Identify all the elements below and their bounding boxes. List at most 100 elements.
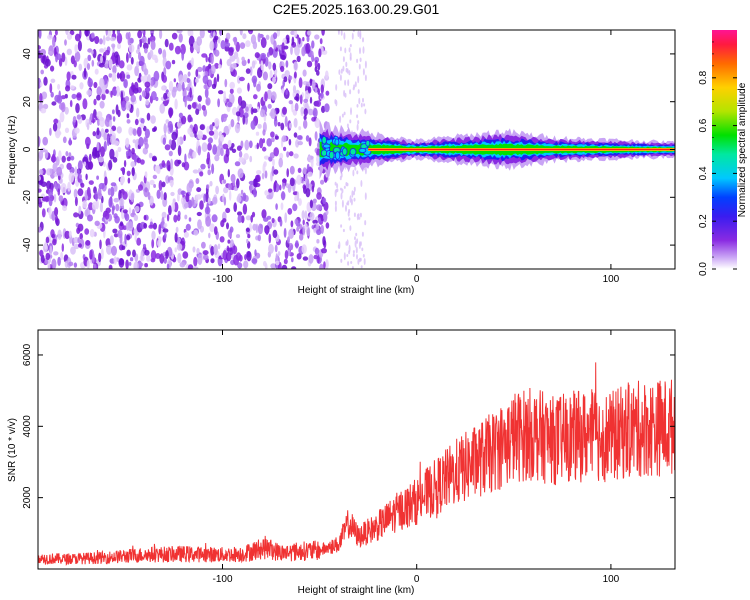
noise-speckle [358, 63, 361, 70]
noise-speckle [130, 94, 136, 103]
noise-speckle [107, 30, 112, 37]
noise-speckle [209, 124, 214, 131]
noise-speckle [254, 52, 260, 59]
noise-speckle [350, 261, 353, 264]
noise-speckle [346, 123, 349, 129]
noise-speckle [163, 92, 168, 100]
noise-speckle [284, 212, 288, 223]
noise-speckle [166, 160, 171, 171]
noise-speckle [126, 74, 131, 79]
noise-speckle [203, 84, 208, 90]
noise-speckle [232, 180, 236, 187]
noise-speckle [264, 170, 268, 179]
noise-speckle [134, 118, 139, 126]
noise-speckle [197, 130, 204, 140]
noise-speckle [364, 74, 367, 82]
noise-speckle [74, 166, 78, 176]
noise-speckle [201, 53, 208, 58]
noise-speckle [231, 148, 237, 153]
noise-speckle [118, 258, 125, 268]
noise-speckle [217, 98, 221, 108]
noise-speckle [177, 192, 180, 202]
noise-speckle [324, 103, 330, 113]
noise-speckle [364, 192, 367, 200]
noise-speckle [122, 191, 128, 200]
noise-speckle [176, 243, 183, 251]
noise-speckle [121, 100, 127, 112]
noise-speckle [76, 92, 82, 101]
noise-speckle [360, 180, 363, 187]
noise-speckle [229, 190, 232, 201]
snr-y-tick-label: 4000 [22, 415, 33, 438]
noise-speckle [273, 117, 278, 127]
noise-speckle [354, 240, 357, 248]
noise-speckle [237, 262, 243, 269]
noise-speckle [208, 68, 212, 77]
noise-speckle [301, 244, 307, 254]
noise-speckle [343, 111, 346, 116]
noise-speckle [296, 253, 302, 260]
noise-speckle [223, 125, 230, 136]
noise-speckle [294, 218, 299, 225]
noise-speckle [292, 203, 298, 212]
noise-speckle [358, 97, 361, 105]
noise-speckle [96, 94, 101, 101]
noise-speckle [164, 38, 169, 48]
noise-speckle [247, 82, 250, 92]
noise-speckle [247, 58, 250, 64]
noise-speckle [130, 57, 134, 65]
noise-speckle [163, 192, 167, 201]
noise-speckle [286, 37, 290, 43]
noise-speckle [68, 172, 75, 183]
noise-speckle [82, 200, 88, 209]
noise-speckle [177, 145, 182, 157]
noise-speckle [168, 108, 173, 119]
noise-speckle [197, 145, 201, 156]
noise-speckle [283, 258, 288, 265]
noise-speckle [311, 185, 315, 193]
noise-speckle [183, 231, 189, 238]
noise-speckle [356, 58, 359, 64]
noise-speckle [143, 42, 149, 50]
noise-speckle [277, 251, 281, 256]
noise-speckle [73, 262, 78, 268]
noise-speckle [50, 91, 54, 98]
noise-speckle [177, 159, 182, 165]
noise-speckle [294, 102, 299, 112]
noise-speckle [164, 144, 171, 151]
noise-speckle [128, 261, 132, 266]
noise-speckle [255, 223, 259, 234]
noise-speckle [225, 207, 231, 214]
noise-speckle [233, 51, 239, 60]
noise-speckle [184, 214, 188, 220]
noise-speckle [177, 122, 182, 129]
noise-speckle [359, 57, 362, 62]
noise-speckle [266, 89, 272, 100]
noise-speckle [99, 100, 105, 109]
noise-speckle [89, 161, 93, 170]
noise-speckle [273, 40, 277, 50]
noise-speckle [196, 247, 200, 255]
noise-speckle [314, 34, 320, 40]
noise-speckle [180, 43, 186, 55]
noise-speckle [256, 83, 261, 92]
noise-speckle [254, 249, 257, 257]
noise-speckle [101, 93, 106, 101]
noise-speckle [364, 108, 367, 115]
noise-speckle [253, 187, 257, 198]
noise-speckle [147, 74, 151, 84]
noise-speckle [321, 248, 327, 254]
noise-speckle [67, 181, 71, 192]
noise-speckle [128, 44, 135, 53]
noise-speckle [274, 244, 278, 253]
noise-speckle [248, 180, 255, 185]
noise-speckle [100, 248, 104, 260]
noise-speckle [41, 208, 46, 218]
signal-blob [365, 139, 371, 147]
noise-speckle [141, 90, 147, 98]
noise-speckle [260, 109, 266, 118]
noise-speckle [191, 57, 194, 66]
noise-speckle [120, 175, 125, 184]
noise-speckle [40, 181, 47, 187]
noise-speckle [64, 106, 69, 115]
